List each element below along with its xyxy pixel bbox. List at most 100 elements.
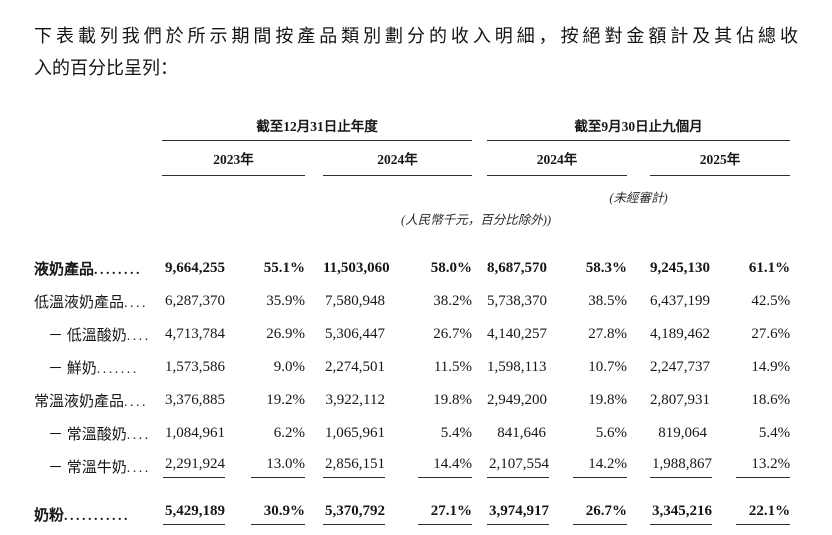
empty-cell — [34, 206, 162, 228]
value-cell: 13.2% — [707, 450, 791, 483]
gap-cell — [472, 252, 487, 285]
value-cell: 4,713,784 — [165, 326, 225, 342]
currency-unit-note: (人民幣千元，百分比除外)) — [401, 213, 552, 227]
value-cell: 1,598,113 — [487, 359, 547, 375]
empty-cell — [34, 114, 162, 141]
value-cell: 19.8% — [588, 392, 628, 408]
gap-cell — [627, 252, 650, 285]
value-cell: 55.1% — [263, 260, 305, 276]
gap-cell — [627, 318, 650, 351]
value-cell: 6,437,199 — [650, 293, 711, 309]
table-row-chilled-liquid-milk: 低溫液奶產品.... 6,287,370 35.9% 7,580,948 38.… — [34, 285, 790, 318]
table-row-ambient-milk: － 常溫牛奶.... 2,291,924 13.0% 2,856,151 14.… — [34, 450, 791, 483]
unaudited-note: (未經審計) — [609, 191, 668, 205]
value-cell: 3,345,216 — [650, 483, 713, 535]
gap-cell — [305, 252, 323, 285]
value-cell: 2,807,931 — [650, 392, 711, 408]
value-cell: 1,065,961 — [325, 425, 385, 441]
value-cell: 1,084,961 — [165, 425, 225, 441]
gap-cell — [305, 384, 323, 417]
value-cell: 5.4% — [440, 425, 473, 441]
intro-line-1: 下表載列我們於所示期間按產品類別劃分的收入明細，按絕對金額計及其佔總收 — [34, 26, 798, 46]
table-row-ambient-liquid-milk: 常溫液奶產品.... 3,376,885 19.2% 3,922,112 19.… — [34, 384, 790, 417]
value-cell: 5,370,792 — [323, 483, 385, 535]
row-label: － 低溫酸奶.... — [48, 328, 151, 344]
value-cell: 58.0% — [430, 260, 473, 276]
row-label: 低溫液奶產品.... — [34, 295, 149, 311]
value-cell: 26.7% — [546, 483, 628, 535]
value-cell: 3,922,112 — [325, 392, 385, 408]
value-cell: 22.1% — [707, 483, 791, 535]
value-cell: 5,738,370 — [487, 293, 548, 309]
gap-cell — [472, 114, 487, 141]
value-cell: 7,580,948 — [325, 293, 385, 309]
value-cell: 19.2% — [266, 392, 305, 408]
gap-cell — [627, 450, 650, 483]
value-cell: 26.7% — [433, 326, 473, 342]
value-cell: 27.8% — [588, 326, 628, 342]
gap-cell — [472, 351, 487, 384]
period-group-9m: 截至9月30日止九個月 — [487, 114, 791, 141]
dot-leader: .... — [126, 329, 151, 344]
dot-leader: ........... — [64, 508, 131, 524]
gap-cell — [472, 417, 487, 450]
dot-leader: ....... — [96, 362, 139, 377]
value-cell: 3,974,917 — [487, 483, 550, 535]
value-cell: 2,107,554 — [487, 450, 550, 483]
value-cell: 26.9% — [266, 326, 305, 342]
gap-cell — [305, 351, 323, 384]
dot-leader: .... — [126, 428, 151, 443]
gap-cell — [627, 285, 650, 318]
table-row-milk-powder: 奶粉........... 5,429,189 30.9% 5,370,792 … — [34, 483, 791, 535]
year-header-row: 2023年 2024年 2024年 2025年 — [34, 140, 791, 176]
table-row-chilled-yogurt: － 低溫酸奶.... 4,713,784 26.9% 5,306,447 26.… — [34, 318, 790, 351]
value-cell: 13.0% — [225, 450, 305, 483]
gap-cell — [472, 176, 487, 207]
year-2023: 2023年 — [162, 140, 305, 176]
value-cell: 841,646 — [497, 425, 547, 441]
gap-cell — [627, 483, 650, 535]
gap-cell — [472, 384, 487, 417]
value-cell: 38.5% — [588, 293, 628, 309]
row-label: － 常溫牛奶.... — [48, 460, 151, 476]
gap-cell — [472, 285, 487, 318]
dot-leader: ........ — [94, 263, 143, 278]
value-cell: 35.9% — [266, 293, 305, 309]
value-cell: 27.1% — [385, 483, 473, 535]
spacer-row — [34, 228, 790, 252]
value-cell: 58.3% — [585, 260, 628, 276]
row-label: － 鮮奶....... — [48, 361, 139, 377]
gap-cell — [472, 318, 487, 351]
value-cell: 30.9% — [225, 483, 305, 535]
row-label: 液奶產品........ — [34, 262, 143, 278]
unit-note-row: (人民幣千元，百分比除外)) — [34, 206, 790, 228]
gap-cell — [627, 141, 650, 176]
period-group-header-row: 截至12月31日止年度 截至9月30日止九個月 — [34, 114, 791, 141]
gap-cell — [472, 483, 487, 535]
empty-cell — [162, 176, 472, 207]
value-cell: 6.2% — [273, 425, 305, 441]
value-cell: 19.8% — [433, 392, 473, 408]
value-cell: 2,949,200 — [487, 392, 548, 408]
dot-leader: .... — [124, 296, 149, 311]
unaudited-note-row: (未經審計) — [34, 176, 790, 207]
value-cell: 5.4% — [758, 425, 791, 441]
value-cell: 11,503,060 — [323, 260, 390, 276]
value-cell: 4,140,257 — [487, 326, 548, 342]
value-cell: 2,856,151 — [323, 450, 385, 483]
value-cell: 61.1% — [748, 260, 791, 276]
period-group-fy: 截至12月31日止年度 — [162, 114, 473, 141]
gap-cell — [305, 318, 323, 351]
gap-cell — [627, 351, 650, 384]
value-cell: 2,274,501 — [325, 359, 385, 375]
value-cell: 10.7% — [588, 359, 628, 375]
gap-cell — [472, 450, 487, 483]
row-label: 奶粉........... — [34, 507, 131, 524]
gap-cell — [305, 450, 323, 483]
value-cell: 2,247,737 — [650, 359, 711, 375]
intro-paragraph: 下表載列我們於所示期間按產品類別劃分的收入明細，按絕對金額計及其佔總收 入的百分… — [34, 20, 798, 84]
value-cell: 14.9% — [751, 359, 791, 375]
value-cell: 3,376,885 — [165, 392, 225, 408]
value-cell: 5,306,447 — [325, 326, 385, 342]
dot-leader: .... — [126, 461, 151, 476]
